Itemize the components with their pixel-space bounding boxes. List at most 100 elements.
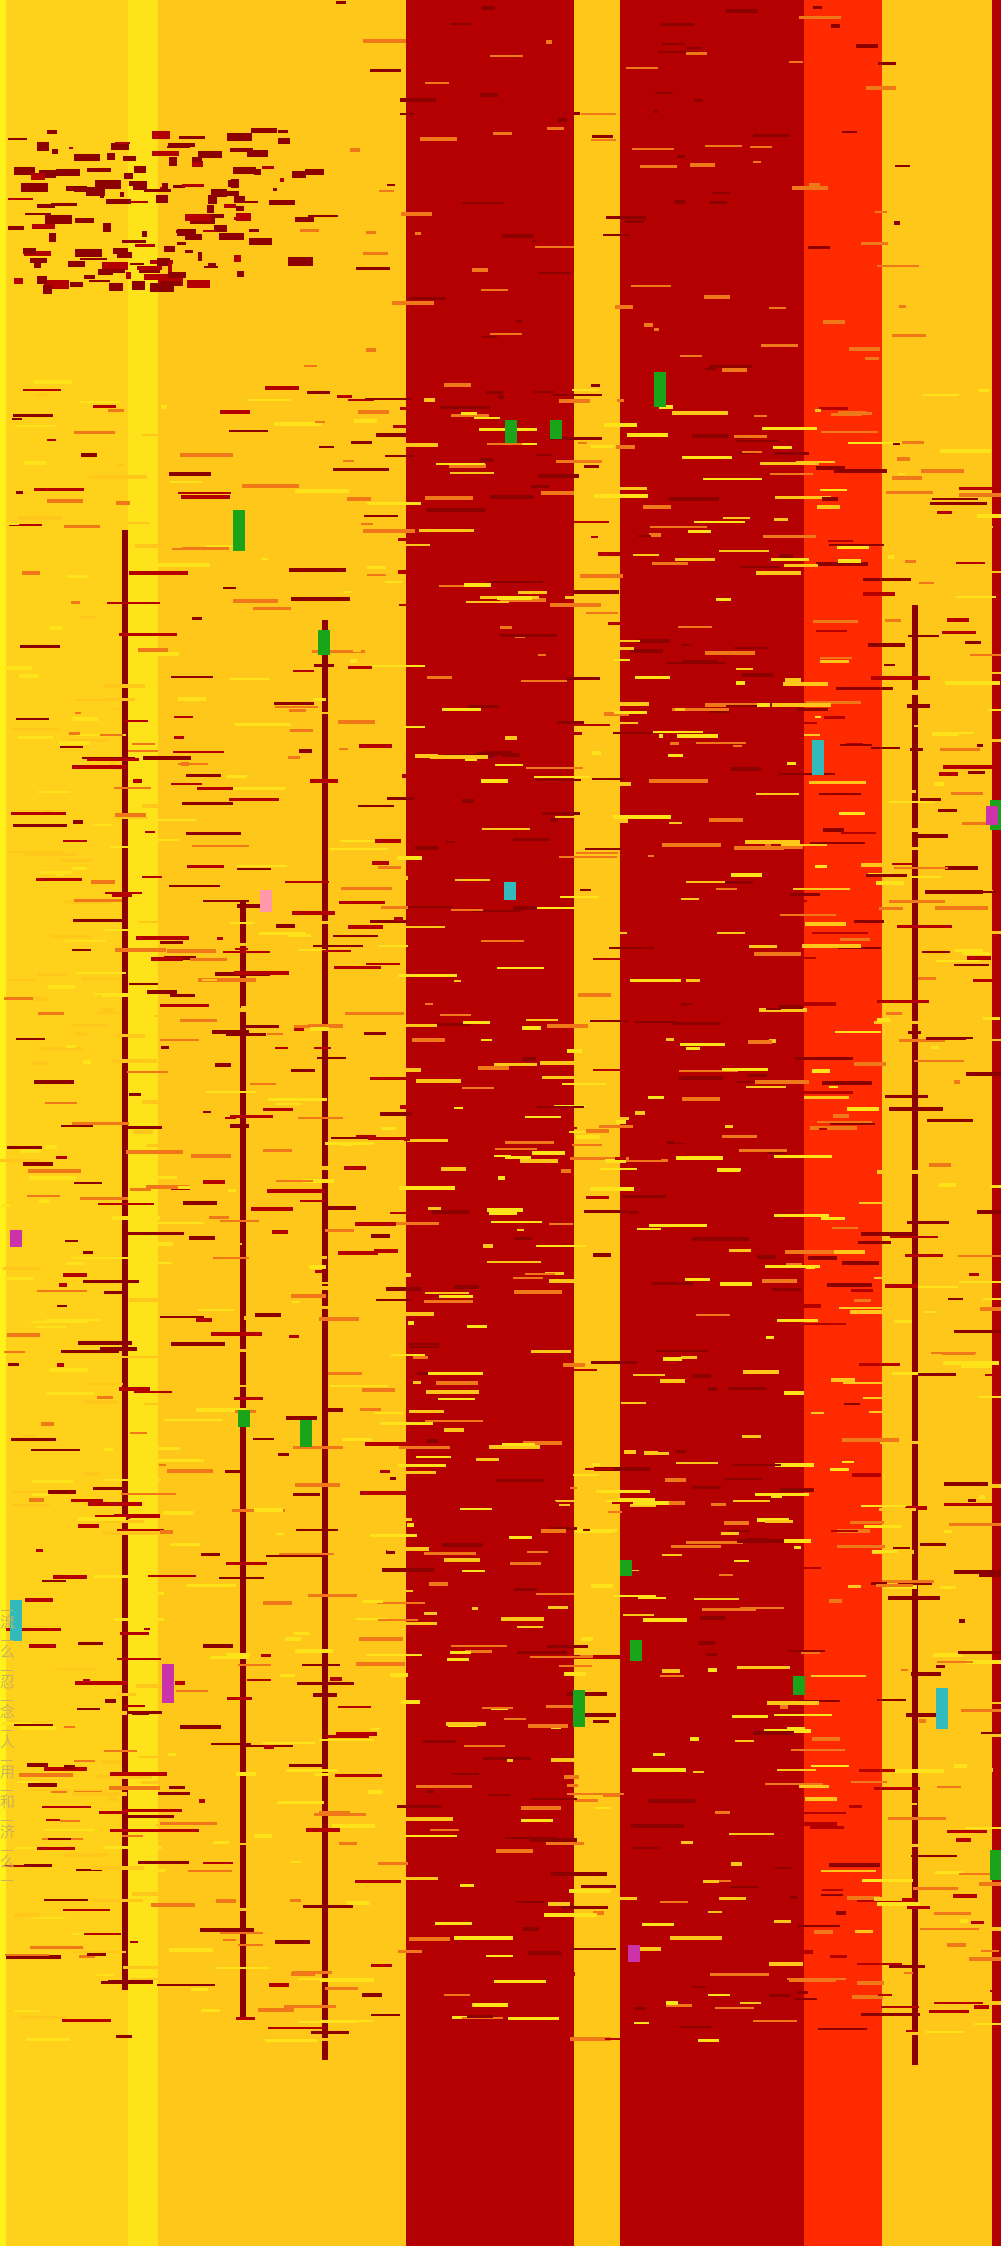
top-mark (482, 336, 497, 338)
noise-stripe (571, 1655, 629, 1659)
noise-stripe (66, 1045, 76, 1048)
noise-stripe (572, 389, 599, 391)
noise-stripe (754, 952, 801, 956)
noise-stripe (709, 710, 730, 713)
noise-stripe (408, 1321, 414, 1325)
noise-stripe (288, 1045, 314, 1049)
noise-stripe (187, 1584, 236, 1587)
noise-stripe (522, 1057, 536, 1061)
noise-stripe (265, 2039, 317, 2042)
noise-stripe (945, 866, 978, 870)
noise-stripe (938, 809, 957, 812)
noise-stripe (462, 1087, 494, 1089)
noise-stripe (686, 1005, 740, 1007)
noise-stripe (34, 380, 72, 384)
noise-stripe (551, 1872, 607, 1876)
noise-stripe (592, 778, 624, 780)
top-block (142, 231, 147, 237)
noise-stripe (877, 1699, 906, 1701)
noise-stripe (905, 560, 916, 563)
top-mark (363, 39, 406, 43)
noise-stripe (119, 1711, 127, 1715)
noise-stripe (774, 1214, 829, 1217)
noise-stripe (226, 1653, 250, 1656)
noise-stripe (263, 1742, 315, 1744)
noise-stripe (648, 1799, 696, 1803)
noise-stripe (46, 1319, 100, 1321)
noise-stripe (181, 762, 189, 766)
noise-stripe (72, 1122, 129, 1125)
noise-stripe (105, 892, 142, 894)
noise-stripe (486, 1955, 513, 1957)
noise-stripe (947, 1943, 966, 1947)
top-block (269, 200, 295, 205)
noise-stripe (313, 698, 326, 701)
noise-stripe (822, 1081, 872, 1085)
top-mark (591, 139, 616, 141)
top-mark (385, 455, 414, 457)
noise-stripe (700, 1616, 725, 1620)
noise-stripe (682, 1464, 723, 1466)
noise-stripe (753, 2020, 797, 2022)
noise-stripe (264, 664, 314, 668)
top-mark (899, 305, 906, 308)
noise-stripe (801, 1652, 820, 1654)
noise-stripe (444, 1428, 464, 1432)
noise-stripe (72, 717, 99, 721)
noise-stripe (432, 1210, 469, 1214)
band-8 (640, 0, 824, 2246)
top-block (135, 244, 155, 247)
top-mark (370, 69, 401, 72)
noise-stripe (449, 464, 486, 468)
noise-stripe (852, 1995, 883, 1999)
noise-stripe (437, 1240, 488, 1244)
noise-stripe (842, 1261, 879, 1265)
noise-stripe (387, 1024, 437, 1027)
noise-stripe (399, 1186, 455, 1190)
noise-stripe (696, 742, 746, 744)
noise-stripe (293, 1493, 320, 1496)
noise-stripe (940, 526, 993, 528)
noise-stripe (286, 581, 319, 585)
noise-stripe (833, 1114, 849, 1118)
noise-stripe (364, 1032, 386, 1035)
noise-stripe (681, 1841, 693, 1844)
noise-stripe (130, 1432, 147, 1434)
noise-stripe (708, 1994, 730, 1996)
noise-stripe (356, 1662, 405, 1666)
noise-stripe (396, 1222, 439, 1225)
noise-stripe (548, 1606, 568, 1609)
noise-stripe (968, 1499, 976, 1502)
noise-stripe (698, 1641, 715, 1645)
noise-stripe (610, 640, 640, 642)
noise-stripe (983, 1298, 1001, 1300)
noise-stripe (696, 1314, 730, 1316)
noise-stripe (454, 1285, 479, 1289)
noise-stripe (612, 1502, 627, 1504)
noise-stripe (965, 1660, 1001, 1664)
top-block (179, 136, 205, 139)
noise-stripe (303, 1905, 353, 1908)
noise-stripe (922, 951, 950, 953)
noise-stripe (562, 1906, 608, 1909)
noise-stripe (660, 966, 699, 970)
noise-stripe (380, 1470, 390, 1473)
noise-stripe (74, 899, 122, 902)
top-mark (425, 82, 449, 84)
noise-stripe (894, 847, 932, 850)
noise-stripe (934, 2002, 983, 2004)
noise-stripe (170, 994, 195, 997)
noise-stripe (261, 1654, 271, 1657)
top-mark (336, 1, 346, 4)
top-block (47, 130, 57, 134)
noise-stripe (25, 1598, 53, 1602)
noise-stripe (438, 1398, 475, 1400)
accent-speck (793, 1676, 805, 1695)
noise-stripe (3, 1267, 40, 1270)
top-block (109, 283, 123, 291)
noise-stripe (378, 1710, 404, 1713)
noise-stripe (97, 1974, 114, 1976)
noise-stripe (72, 765, 126, 769)
noise-stripe (11, 812, 66, 815)
top-block (75, 249, 102, 257)
